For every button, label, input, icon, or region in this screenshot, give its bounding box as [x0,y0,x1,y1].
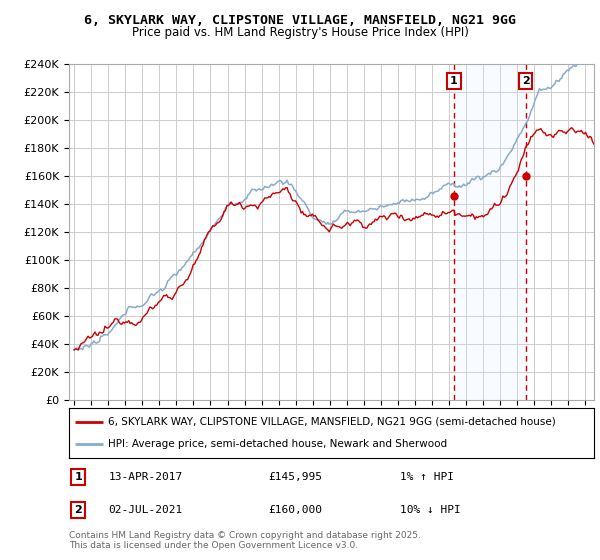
Text: Price paid vs. HM Land Registry's House Price Index (HPI): Price paid vs. HM Land Registry's House … [131,26,469,39]
Text: 13-APR-2017: 13-APR-2017 [109,472,182,482]
Text: HPI: Average price, semi-detached house, Newark and Sherwood: HPI: Average price, semi-detached house,… [109,439,448,449]
Text: Contains HM Land Registry data © Crown copyright and database right 2025.
This d: Contains HM Land Registry data © Crown c… [69,531,421,550]
Text: 10% ↓ HPI: 10% ↓ HPI [400,505,461,515]
Text: 2: 2 [74,505,82,515]
Text: 6, SKYLARK WAY, CLIPSTONE VILLAGE, MANSFIELD, NG21 9GG: 6, SKYLARK WAY, CLIPSTONE VILLAGE, MANSF… [84,14,516,27]
Text: £160,000: £160,000 [269,505,323,515]
Text: 6, SKYLARK WAY, CLIPSTONE VILLAGE, MANSFIELD, NG21 9GG (semi-detached house): 6, SKYLARK WAY, CLIPSTONE VILLAGE, MANSF… [109,417,556,427]
Text: 1: 1 [74,472,82,482]
Text: 1% ↑ HPI: 1% ↑ HPI [400,472,454,482]
Text: £145,995: £145,995 [269,472,323,482]
Bar [454,64,526,400]
Text: 1: 1 [450,76,458,86]
Text: 2: 2 [522,76,530,86]
Text: 02-JUL-2021: 02-JUL-2021 [109,505,182,515]
